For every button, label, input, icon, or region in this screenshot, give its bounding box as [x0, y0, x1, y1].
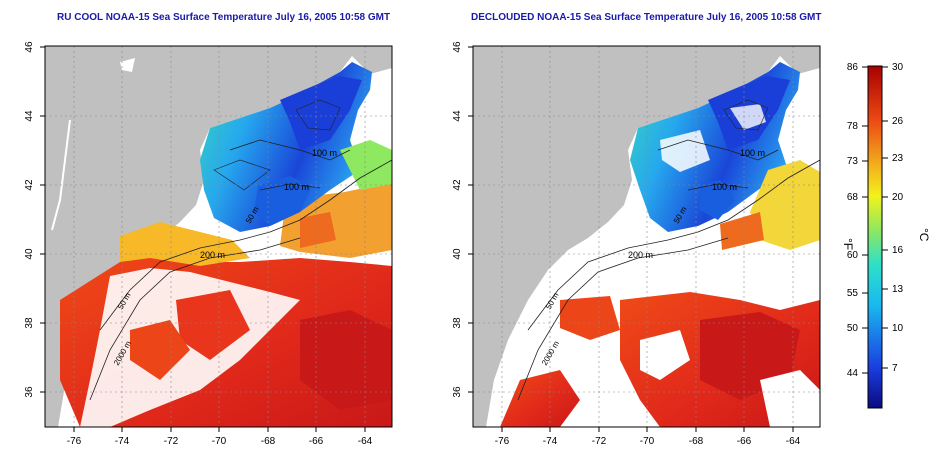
left-contour-label-100m: 100 m — [284, 182, 309, 192]
colorbar-f-tick: 55 — [847, 288, 859, 299]
right-x-tick: -68 — [689, 436, 704, 447]
right-contour-label-100m: 100 m — [740, 148, 765, 158]
colorbar-c-tick: 23 — [892, 153, 904, 164]
left-y-tick: 38 — [24, 317, 35, 329]
left-panel-title: RU COOL NOAA-15 Sea Surface Temperature … — [57, 12, 391, 23]
left-y-tick: 42 — [24, 179, 35, 191]
left-y-tick: 46 — [24, 41, 35, 53]
left-land-mass — [45, 46, 392, 427]
left-x-tick: -66 — [309, 436, 324, 447]
left-x-tick: -68 — [261, 436, 276, 447]
left-y-tick: 40 — [24, 248, 35, 260]
colorbar-f-tick: 73 — [847, 156, 859, 167]
right-x-tick: -70 — [640, 436, 655, 447]
colorbar-f-tick: 86 — [847, 62, 859, 73]
right-x-tick: -66 — [737, 436, 752, 447]
colorbar-f-unit: °F — [841, 238, 855, 250]
right-y-tick: 40 — [452, 248, 463, 260]
left-contour-200m — [99, 159, 392, 331]
colorbar-f-tick: 44 — [847, 368, 859, 379]
right-y-tick: 38 — [452, 317, 463, 329]
colorbar-c-tick: 16 — [892, 245, 904, 256]
right-panel-title: DECLOUDED NOAA-15 Sea Surface Temperatur… — [471, 12, 822, 23]
right-land-mass — [473, 46, 820, 427]
colorbar-c-tick: 13 — [892, 284, 904, 295]
right-contour-100m — [657, 139, 779, 191]
right-x-tick: -64 — [786, 436, 801, 447]
right-y-tick: 36 — [452, 386, 463, 398]
colorbar-gradient — [867, 65, 883, 409]
left-contour-label-200m: 200 m — [200, 250, 225, 260]
colorbar-c-tick: 7 — [892, 363, 898, 374]
left-y-tick: 44 — [24, 110, 35, 122]
left-contour-label-100m: 100 m — [312, 148, 337, 158]
colorbar-f-tick: 78 — [847, 121, 859, 132]
left-grid — [45, 46, 392, 427]
right-contour-2000m — [517, 237, 729, 401]
right-contour-200m — [527, 159, 820, 331]
left-x-tick: -76 — [67, 436, 82, 447]
right-contour-label-200m: 200 m — [628, 250, 653, 260]
left-x-tick: -64 — [358, 436, 373, 447]
colorbar-f-tick: 50 — [847, 323, 859, 334]
temperature-colorbar: 86 78 73 68 60 55 50 44 30 26 23 20 16 1… — [841, 62, 931, 409]
left-x-tick: -74 — [115, 436, 130, 447]
colorbar-c-tick: 10 — [892, 323, 904, 334]
left-contour-100m — [229, 139, 351, 191]
left-x-tick: -72 — [164, 436, 179, 447]
right-x-tick: -74 — [543, 436, 558, 447]
right-x-tick: -72 — [592, 436, 607, 447]
right-grid — [473, 46, 820, 427]
right-y-tick: 42 — [452, 179, 463, 191]
right-map-panel: 100 m 100 m 50 m 200 m 50 m 2000 m -76 -… — [452, 41, 821, 447]
left-map-panel: 100 m 100 m 50 m 200 m 50 m 2000 m -76 -… — [24, 41, 393, 447]
colorbar-c-tick: 20 — [892, 192, 904, 203]
colorbar-c-unit: °C — [917, 228, 931, 242]
left-contour-2000m — [89, 237, 301, 401]
colorbar-c-tick: 30 — [892, 62, 904, 73]
colorbar-f-tick: 68 — [847, 192, 859, 203]
right-contour-label-100m: 100 m — [712, 182, 737, 192]
colorbar-f-tick: 60 — [847, 250, 859, 261]
right-x-tick: -76 — [495, 436, 510, 447]
left-y-tick: 36 — [24, 386, 35, 398]
colorbar-c-tick: 26 — [892, 116, 904, 127]
right-y-tick: 46 — [452, 41, 463, 53]
right-y-tick: 44 — [452, 110, 463, 122]
left-x-tick: -70 — [212, 436, 227, 447]
